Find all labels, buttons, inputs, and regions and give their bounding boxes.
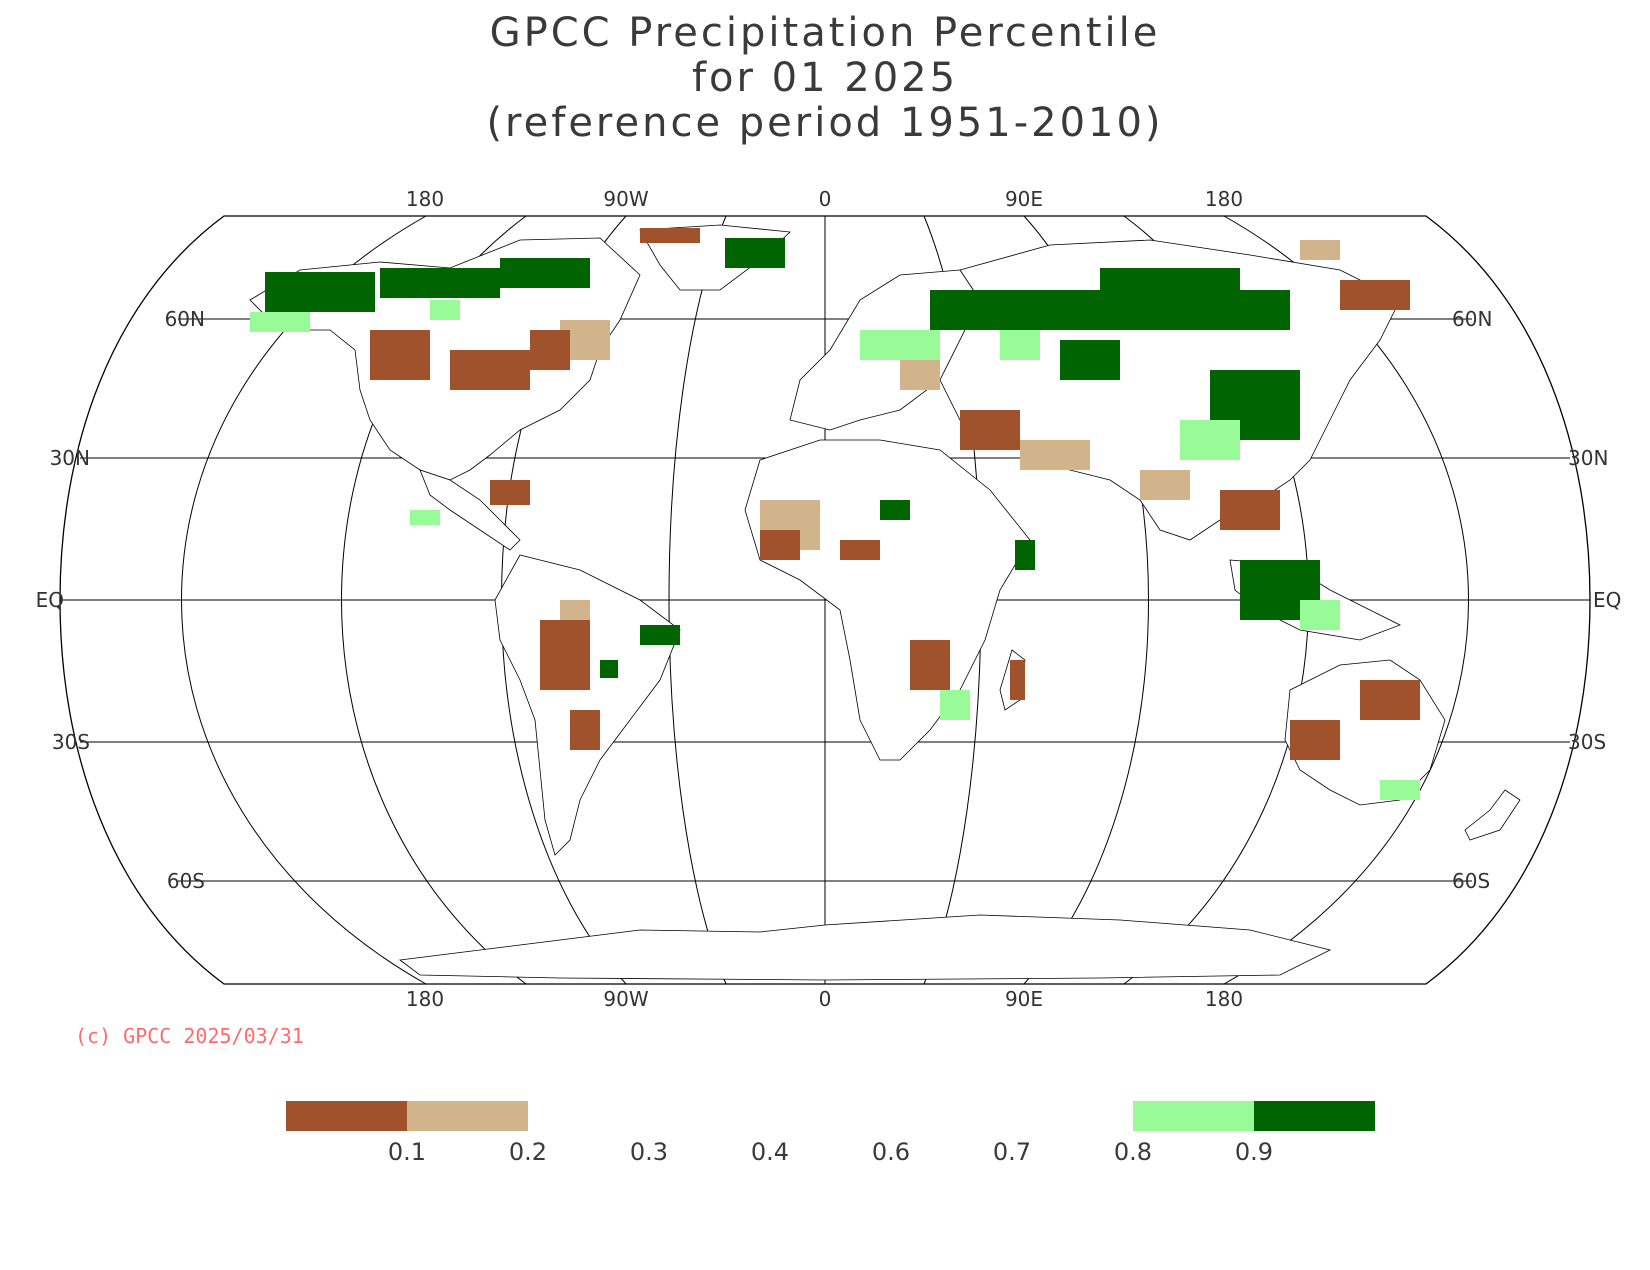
legend-tick-label: 0.6 bbox=[872, 1138, 910, 1166]
lat-label-left-60n: 60N bbox=[165, 307, 205, 331]
lat-label-right-30n: 30N bbox=[1568, 446, 1608, 470]
central-america bbox=[419, 469, 521, 551]
meridian-30w bbox=[668, 215, 727, 985]
lat-label-right-60n: 60N bbox=[1452, 307, 1492, 331]
lat-label-left-30n: 30N bbox=[50, 446, 90, 470]
lon-label-top-90w: 90W bbox=[603, 187, 648, 211]
legend-swatch-9 bbox=[1254, 1101, 1375, 1131]
lat-label-right-eq: EQ bbox=[1593, 588, 1621, 612]
lon-label-bottom-90e: 90E bbox=[1005, 987, 1043, 1011]
legend-tick-label: 0.3 bbox=[630, 1138, 668, 1166]
lat-label-left-30s: 30S bbox=[52, 730, 90, 754]
legend-tick-label: 0.8 bbox=[1114, 1138, 1152, 1166]
wet-patches bbox=[250, 300, 1420, 800]
legend-swatch-8 bbox=[1133, 1101, 1254, 1131]
new-zealand bbox=[1464, 789, 1521, 841]
lon-label-bottom-180w: 180 bbox=[406, 987, 444, 1011]
legend-tick-label: 0.9 bbox=[1235, 1138, 1273, 1166]
legend-tick-label: 0.7 bbox=[993, 1138, 1031, 1166]
legend: 0.1 0.2 0.3 0.4 0.6 0.7 0.8 0.9 bbox=[286, 1101, 1375, 1166]
legend-tick-label: 0.1 bbox=[388, 1138, 426, 1166]
title-line-3: (reference period 1951-2010) bbox=[486, 100, 1163, 146]
legend-swatch-2 bbox=[407, 1101, 528, 1131]
legend-swatch-1 bbox=[286, 1101, 407, 1131]
title-line-1: GPCC Precipitation Percentile bbox=[490, 10, 1161, 56]
percentile-patches bbox=[250, 228, 1420, 800]
lon-label-top-180w: 180 bbox=[406, 187, 444, 211]
lat-label-right-60s: 60S bbox=[1452, 869, 1490, 893]
lon-label-top-0: 0 bbox=[819, 187, 832, 211]
lon-label-top-90e: 90E bbox=[1005, 187, 1043, 211]
lat-label-right-30s: 30S bbox=[1568, 730, 1606, 754]
lon-label-bottom-180e: 180 bbox=[1205, 987, 1243, 1011]
lon-label-top-180e: 180 bbox=[1205, 187, 1243, 211]
lon-label-bottom-0: 0 bbox=[819, 987, 832, 1011]
map: 180 90W 0 90E 180 180 90W 0 90E 180 60N … bbox=[36, 187, 1622, 1011]
legend-tick-label: 0.2 bbox=[509, 1138, 547, 1166]
lat-label-left-eq: EQ bbox=[36, 588, 64, 612]
legend-tick-label: 0.4 bbox=[751, 1138, 789, 1166]
lat-label-left-60s: 60S bbox=[167, 869, 205, 893]
copyright-text: (c) GPCC 2025/03/31 bbox=[75, 1024, 304, 1048]
lon-label-bottom-90w: 90W bbox=[603, 987, 648, 1011]
title-line-2: for 01 2025 bbox=[692, 55, 958, 101]
antarctica bbox=[398, 914, 1332, 981]
very-dry-patches bbox=[370, 228, 1420, 760]
